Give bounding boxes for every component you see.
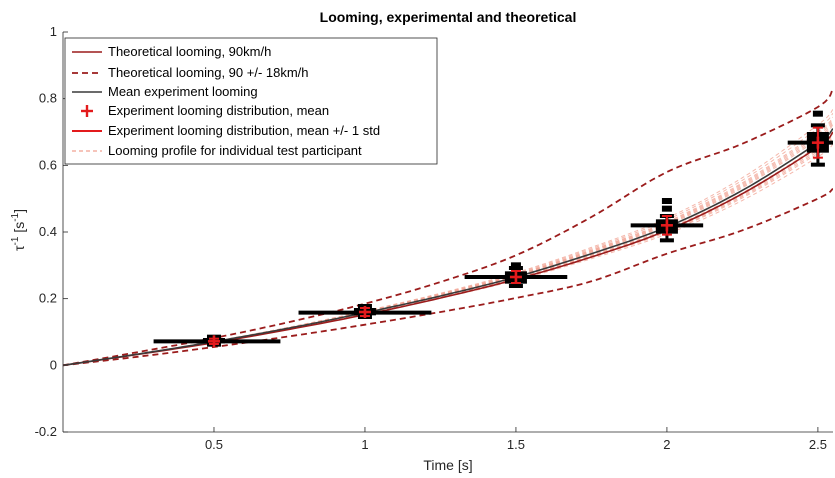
individual-profile-line [63,137,833,366]
legend-box [64,37,438,165]
legend: Theoretical looming, 90km/h Theoretical … [64,37,438,165]
box-outlier [510,262,521,269]
theoretical-line [63,131,833,367]
y-tick-label: 1 [50,24,57,39]
y-axis-label-unit-close: ] [11,209,27,213]
y-axis-label-base: τ [11,245,27,251]
y-axis-label-unit: [s [11,222,27,237]
mean-experiment-line [63,128,833,367]
y-tick-label: 0.4 [39,224,57,239]
y-tick-label: 0.6 [39,157,57,172]
individual-profile-line [63,132,833,366]
box-outlier [812,110,823,117]
individual-profile-line [63,143,833,366]
box-outlier [661,205,672,212]
legend-label-theoretical-range: Theoretical looming, 90 +/- 18km/h [108,65,309,80]
plot-series-group [63,88,833,367]
legend-item-distribution-std: Experiment looming distribution, mean +/… [72,123,380,138]
y-axis-label: τ-1 [s-1] [10,209,27,251]
legend-item-mean-experiment: Mean experiment looming [72,84,258,99]
legend-item-distribution-mean: Experiment looming distribution, mean [81,103,329,118]
x-tick-label: 2 [663,437,670,452]
legend-item-theoretical: Theoretical looming, 90km/h [72,44,271,59]
legend-item-individual: Looming profile for individual test part… [72,143,362,158]
x-tick-label: 0.5 [205,437,223,452]
theoretical-bound-line [63,188,833,367]
x-tick-label: 2.5 [809,437,827,452]
plot-area: 0.5 1 1.5 2 2.5 -0.2 0 0.2 0.4 0.6 0.8 1 [35,24,833,452]
x-tick-label: 1.5 [507,437,525,452]
legend-label-mean-experiment: Mean experiment looming [108,84,258,99]
legend-swatch-plus-marker [81,105,93,117]
legend-item-theoretical-range: Theoretical looming, 90 +/- 18km/h [72,65,309,80]
individual-profile-line [63,136,833,366]
y-tick-label: 0.8 [39,91,57,106]
legend-label-distribution-mean: Experiment looming distribution, mean [108,103,329,118]
box-outlier [661,198,672,204]
individual-profile-line [63,139,833,366]
y-tick-label: 0 [50,357,57,372]
x-axis-label: Time [s] [423,457,472,473]
chart-title: Looming, experimental and theoretical [320,9,577,25]
y-axis-label-unit-sup: -1 [10,212,21,221]
legend-label-distribution-std: Experiment looming distribution, mean +/… [108,123,380,138]
x-tick-label: 1 [361,437,368,452]
y-axis-label-sup: -1 [10,236,21,245]
legend-label-theoretical: Theoretical looming, 90km/h [108,44,271,59]
y-tick-label: 0.2 [39,291,57,306]
individual-profile-line [63,134,833,366]
y-tick-label: -0.2 [35,424,57,439]
legend-label-individual: Looming profile for individual test part… [108,143,362,158]
